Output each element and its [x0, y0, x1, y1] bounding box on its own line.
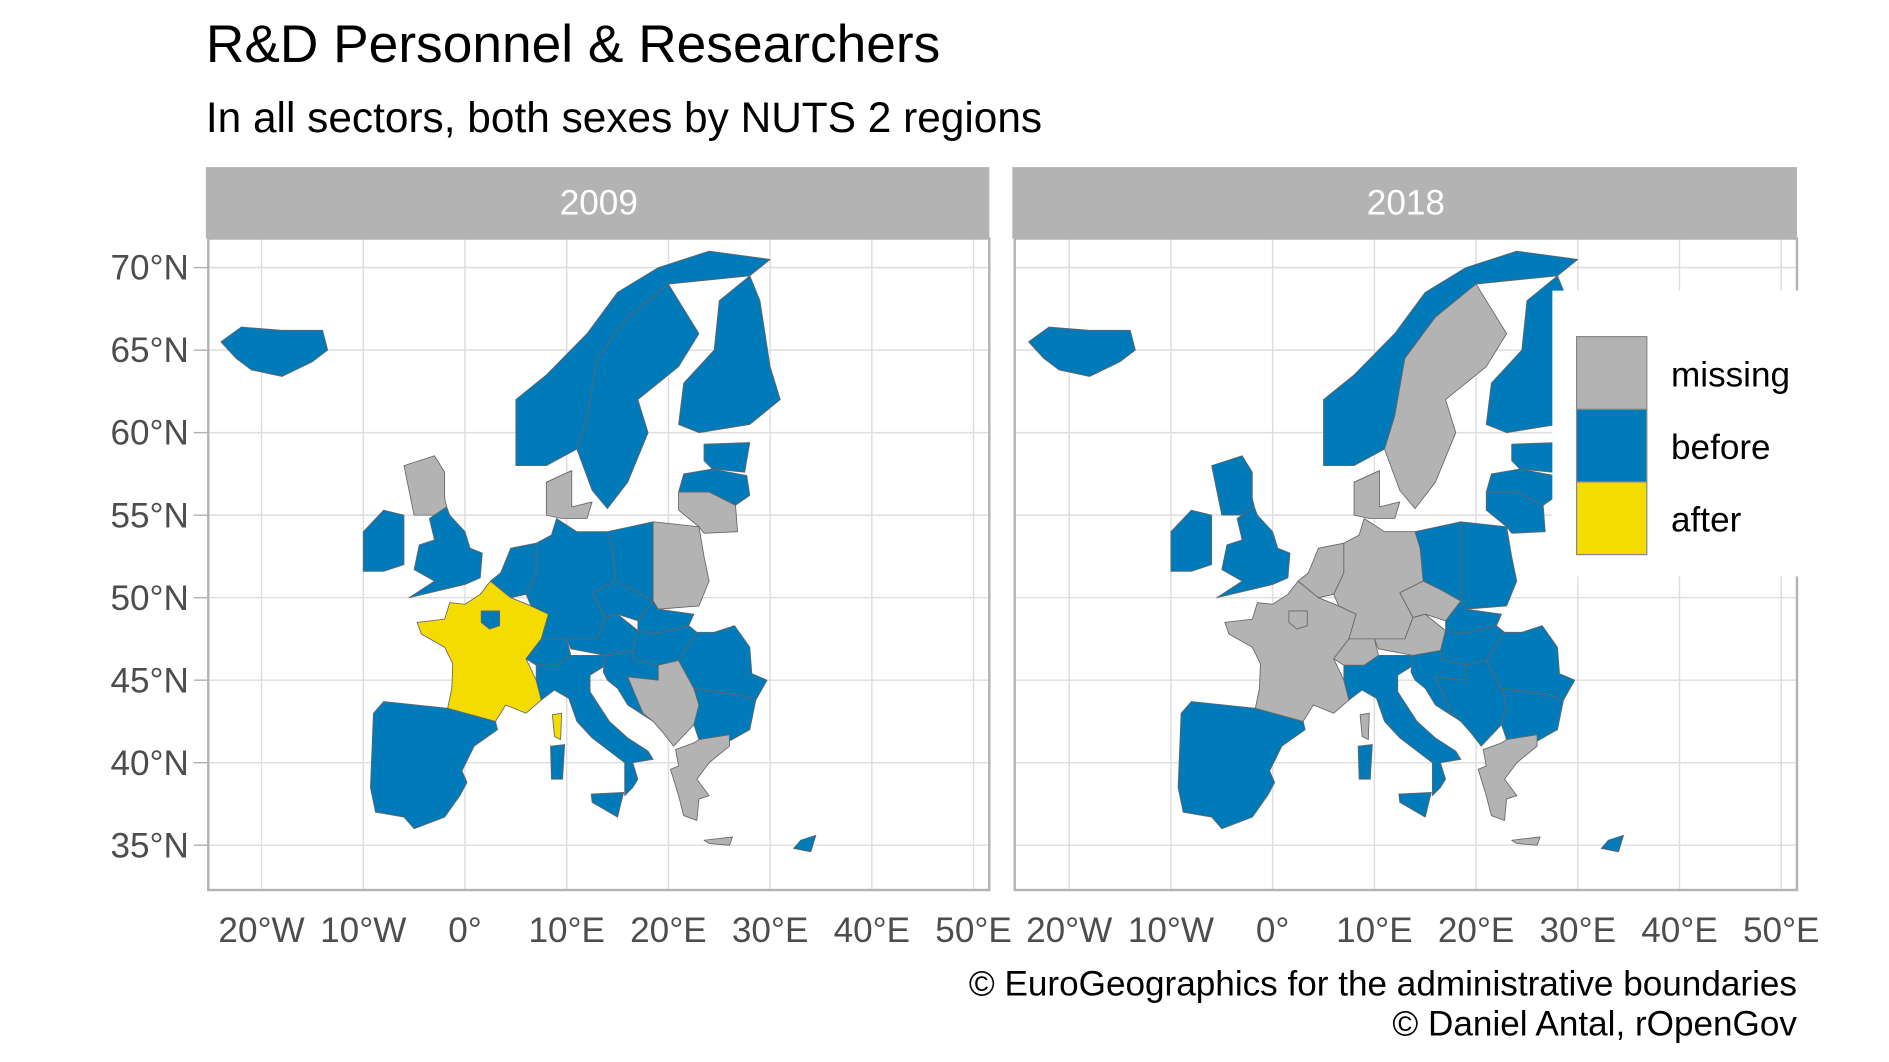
- legend-label-before: before: [1671, 428, 1771, 467]
- region-sweden: [576, 283, 700, 510]
- region-greece: [1477, 734, 1538, 821]
- x-tick-label: 20°W: [1026, 911, 1113, 950]
- legend-label-missing: missing: [1671, 355, 1790, 394]
- region-italy: [1343, 655, 1462, 797]
- x-tick-label: 30°E: [732, 911, 809, 950]
- region-greece: [670, 734, 730, 821]
- region-poland-east: [1460, 521, 1518, 610]
- region-iceland: [1028, 326, 1136, 377]
- region-sicily: [590, 791, 625, 818]
- legend-key-missing: [1575, 336, 1648, 410]
- region-england-wales: [408, 506, 483, 599]
- y-tick-label: 45°N: [110, 661, 188, 700]
- caption-line-1: © EuroGeographics for the administrative…: [968, 965, 1797, 1004]
- region-sicily: [1398, 791, 1432, 818]
- caption-line-2: © Daniel Antal, rOpenGov: [1392, 1005, 1797, 1044]
- y-tick-label: 65°N: [110, 331, 188, 370]
- region-ireland: [1170, 509, 1213, 572]
- region-england-wales: [1216, 506, 1291, 599]
- panel-border: [207, 237, 991, 892]
- region-iberia: [1177, 701, 1306, 830]
- region-denmark: [545, 470, 593, 519]
- x-tick-label: 0°: [1256, 911, 1290, 950]
- y-tick-label: 60°N: [110, 414, 188, 453]
- x-tick-label: 10°W: [320, 911, 407, 950]
- region-estonia: [703, 442, 751, 473]
- y-tick-label: 40°N: [110, 744, 188, 783]
- region-scotland: [403, 455, 448, 516]
- region-italy: [535, 655, 654, 797]
- x-tick-label: 40°E: [1641, 911, 1718, 950]
- region-ireland: [362, 509, 405, 572]
- y-tick-label: 55°N: [110, 496, 188, 535]
- legend: missing before after: [1552, 290, 1800, 577]
- region-iberia: [369, 701, 498, 830]
- facet-strip: [1012, 167, 1797, 239]
- x-tick-label: 50°E: [935, 911, 1012, 950]
- y-tick-label: 70°N: [110, 249, 188, 288]
- chart-title: R&D Personnel & Researchers: [205, 14, 941, 74]
- y-tick-label: 50°N: [110, 579, 188, 618]
- facet-label: 2018: [1367, 183, 1445, 222]
- region-denmark: [1353, 470, 1401, 519]
- region-sweden: [1384, 283, 1508, 510]
- x-tick-label: 10°E: [528, 911, 605, 950]
- region-france: [416, 580, 549, 722]
- legend-key-after: [1575, 481, 1648, 556]
- x-tick-label: 40°E: [834, 911, 911, 950]
- x-tick-label: 50°E: [1743, 911, 1820, 950]
- region-corsica: [551, 712, 563, 741]
- region-scotland: [1211, 455, 1255, 516]
- legend-key-before: [1575, 408, 1648, 483]
- region-cyprus: [793, 834, 817, 853]
- x-tick-label: 30°E: [1540, 911, 1617, 950]
- region-cyprus: [1600, 834, 1624, 853]
- region-sardinia: [550, 744, 566, 780]
- region-crete: [1511, 836, 1541, 846]
- facet-label: 2009: [560, 183, 638, 222]
- region-crete: [703, 836, 733, 846]
- x-tick-label: 10°E: [1336, 911, 1413, 950]
- legend-label-after: after: [1671, 501, 1742, 540]
- x-tick-label: 20°E: [630, 911, 707, 950]
- region-france: [1224, 580, 1357, 722]
- region-estonia: [1511, 442, 1558, 473]
- x-tick-label: 20°W: [218, 911, 305, 950]
- facet-strip: [205, 167, 990, 239]
- region-iceland: [220, 326, 329, 377]
- x-tick-label: 10°W: [1128, 911, 1215, 950]
- y-tick-label: 35°N: [110, 826, 188, 865]
- chart-subtitle: In all sectors, both sexes by NUTS 2 reg…: [205, 94, 1043, 142]
- region-i-le-de-france: [1288, 610, 1308, 630]
- region-finland: [678, 275, 781, 434]
- panel-2009: 2009 20°W 10°W 0° 10°E 20°E 30°E 40°E 50°E 35°N 40…: [110, 167, 1012, 950]
- region-sardinia: [1357, 744, 1373, 780]
- region-latvia: [678, 468, 751, 506]
- region-i-le-de-france: [480, 610, 501, 630]
- x-tick-label: 20°E: [1438, 911, 1515, 950]
- region-corsica: [1359, 712, 1370, 741]
- region-poland-east: [652, 521, 710, 610]
- x-tick-label: 0°: [448, 911, 482, 950]
